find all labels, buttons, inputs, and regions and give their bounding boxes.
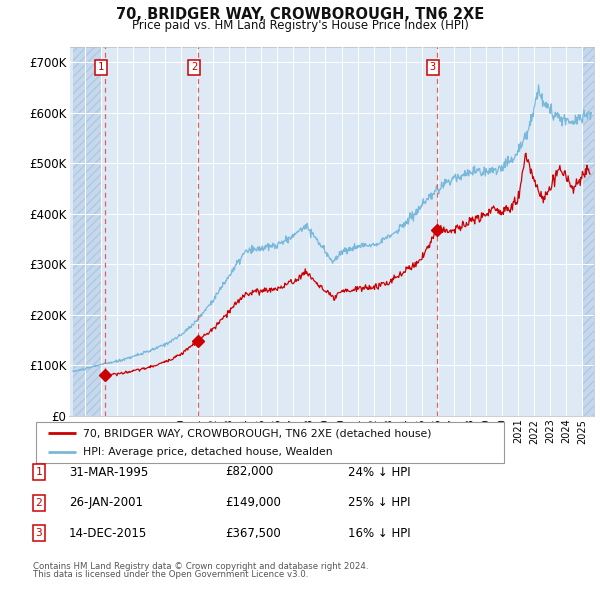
Text: 24% ↓ HPI: 24% ↓ HPI [348, 466, 410, 478]
Text: 70, BRIDGER WAY, CROWBOROUGH, TN6 2XE (detached house): 70, BRIDGER WAY, CROWBOROUGH, TN6 2XE (d… [83, 428, 431, 438]
Text: HPI: Average price, detached house, Wealden: HPI: Average price, detached house, Weal… [83, 447, 332, 457]
Text: £82,000: £82,000 [225, 466, 273, 478]
Text: 2: 2 [191, 63, 197, 73]
Text: 1: 1 [98, 63, 104, 73]
Bar [73, 47, 101, 416]
Text: 1: 1 [35, 467, 43, 477]
Text: Price paid vs. HM Land Registry's House Price Index (HPI): Price paid vs. HM Land Registry's House … [131, 19, 469, 32]
Text: 25% ↓ HPI: 25% ↓ HPI [348, 496, 410, 509]
Text: £367,500: £367,500 [225, 527, 281, 540]
Text: 70, BRIDGER WAY, CROWBOROUGH, TN6 2XE: 70, BRIDGER WAY, CROWBOROUGH, TN6 2XE [116, 7, 484, 22]
Text: 14-DEC-2015: 14-DEC-2015 [69, 527, 147, 540]
Text: 31-MAR-1995: 31-MAR-1995 [69, 466, 148, 478]
Text: 2: 2 [35, 498, 43, 507]
Text: 3: 3 [430, 63, 436, 73]
Bar [582, 47, 594, 416]
Text: This data is licensed under the Open Government Licence v3.0.: This data is licensed under the Open Gov… [33, 571, 308, 579]
Text: 26-JAN-2001: 26-JAN-2001 [69, 496, 143, 509]
Text: 3: 3 [35, 529, 43, 538]
Text: 16% ↓ HPI: 16% ↓ HPI [348, 527, 410, 540]
Text: £149,000: £149,000 [225, 496, 281, 509]
Text: Contains HM Land Registry data © Crown copyright and database right 2024.: Contains HM Land Registry data © Crown c… [33, 562, 368, 571]
FancyBboxPatch shape [36, 422, 504, 463]
